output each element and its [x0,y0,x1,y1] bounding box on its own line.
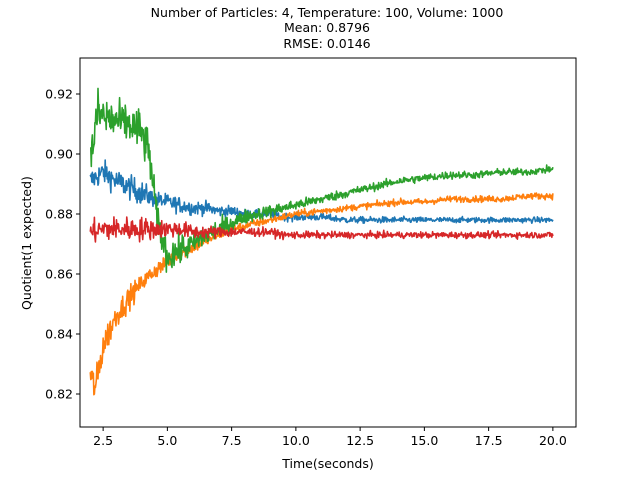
x-tick-label: 17.5 [475,433,503,448]
x-tick-label: 10.0 [282,433,310,448]
y-tick-label: 0.92 [45,87,73,102]
x-tick-label: 5.0 [157,433,177,448]
chart-title-line-1: Number of Particles: 4, Temperature: 100… [151,5,504,20]
x-tick-label: 20.0 [539,433,567,448]
chart-title-line-3: RMSE: 0.0146 [283,36,370,51]
series-line-1 [89,159,554,224]
plot-frame [79,57,577,428]
series-line-4 [89,216,554,243]
y-tick-label: 0.88 [45,207,73,222]
y-tick-label: 0.90 [45,147,73,162]
y-tick-label: 0.86 [45,267,73,282]
chart-title-line-2: Mean: 0.8796 [284,20,370,35]
y-tick-label: 0.82 [45,387,73,402]
x-tick-label: 15.0 [410,433,438,448]
x-tick-label: 2.5 [93,433,113,448]
series-layer [89,87,554,396]
series-line-3 [89,87,554,273]
y-axis: 0.82 0.84 0.86 0.88 0.90 0.92 [45,87,80,402]
y-tick-label: 0.84 [45,327,73,342]
x-tick-label: 7.5 [222,433,242,448]
x-axis: 2.5 5.0 7.5 10.0 12.5 15.0 17.5 20.0 [93,427,567,448]
y-axis-label: Quotient(1 expected) [19,176,34,310]
x-axis-label: Time(seconds) [281,456,373,471]
x-tick-label: 12.5 [346,433,374,448]
